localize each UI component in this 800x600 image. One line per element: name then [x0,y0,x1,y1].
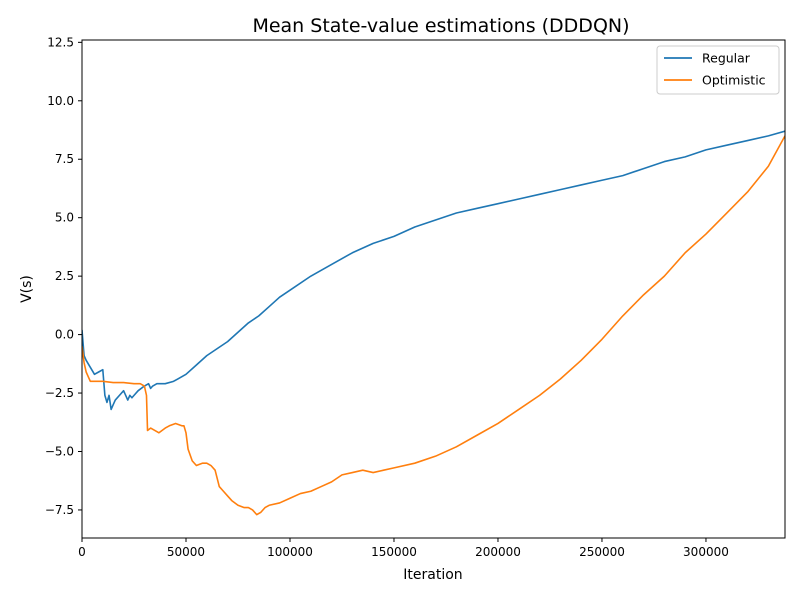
x-tick-label: 250000 [579,545,625,559]
y-tick-label: 0.0 [55,328,74,342]
series-line-optimistic [82,135,785,516]
y-tick-label: 12.5 [47,35,74,49]
y-tick-label: −2.5 [45,386,74,400]
y-tick-label: 5.0 [55,211,74,225]
x-axis: 0 50000 100000 150000 200000 250000 300000 [78,538,729,559]
x-tick-label: 50000 [167,545,205,559]
y-tick-label: 7.5 [55,152,74,166]
y-tick-label: −5.0 [45,444,74,458]
legend-label-regular: Regular [702,51,751,66]
y-axis: −7.5 −5.0 −2.5 0.0 2.5 5.0 7.5 10.0 12.5 [45,35,82,517]
series-line-regular [82,130,785,411]
chart-title: Mean State-value estimations (DDDQN) [252,15,629,37]
y-axis-label: V(s) [19,275,35,303]
y-tick-label: 10.0 [47,94,74,108]
plot-area [81,39,786,539]
legend-label-optimistic: Optimistic [702,73,766,88]
legend: Regular Optimistic [656,45,780,95]
x-tick-label: 0 [78,545,86,559]
x-axis-label: Iteration [403,567,462,583]
x-tick-label: 300000 [683,545,729,559]
x-tick-label: 100000 [267,545,313,559]
y-tick-label: −7.5 [45,503,74,517]
x-tick-label: 200000 [475,545,521,559]
plot-frame [81,39,786,539]
x-tick-label: 150000 [371,545,417,559]
y-tick-label: 2.5 [55,269,74,283]
